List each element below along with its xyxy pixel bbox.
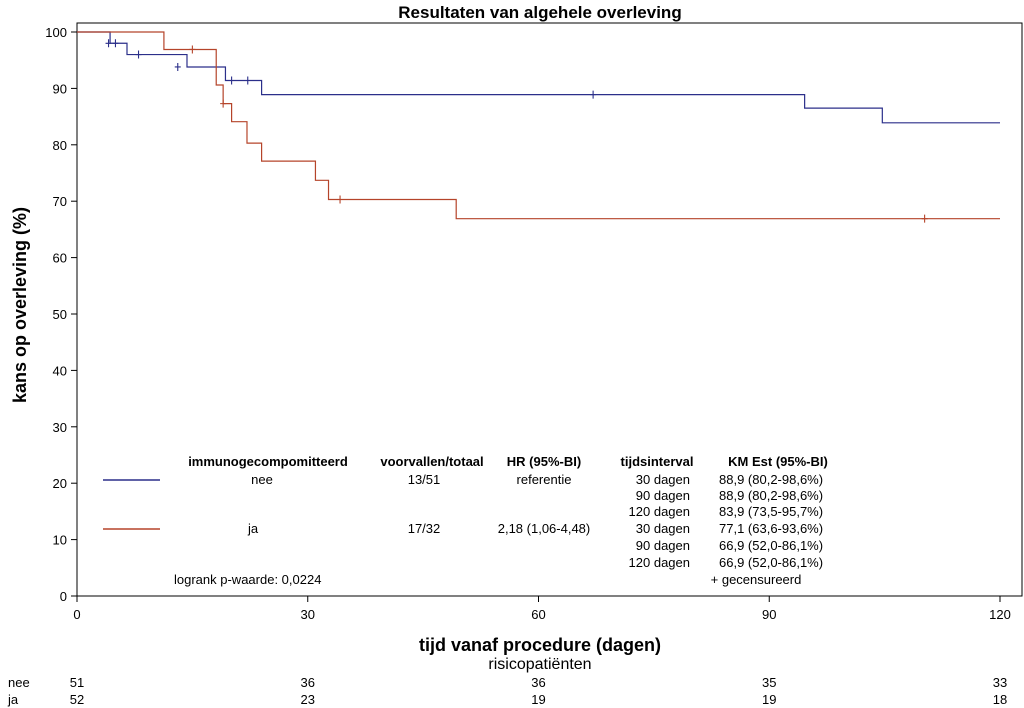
x-tick-label: 90 [762,607,776,622]
logrank-p-value: logrank p-waarde: 0,0224 [174,572,321,587]
legend: immunogecompomitteerd voorvallen/totaal … [103,454,828,587]
censor-mark-ja [220,99,227,108]
y-tick-label: 30 [53,420,67,435]
legend-interval-ja-120: 120 dagen [629,555,690,570]
censor-mark-nee [105,39,112,48]
legend-events-nee: 13/51 [408,472,441,487]
x-tick-label: 0 [73,607,80,622]
legend-hr-ja: 2,18 (1,06-4,48) [498,521,591,536]
legend-km-nee-30: 88,9 (80,2-98,6%) [719,472,823,487]
y-tick-label: 100 [45,25,67,40]
legend-header-interval: tijdsinterval [621,454,694,469]
series-layer [77,31,1000,223]
y-tick-label: 0 [60,589,67,604]
censor-mark-nee [244,76,251,85]
x-tick-label: 30 [301,607,315,622]
censor-mark-nee [174,62,181,71]
x-axis: 0 30 60 90 120 [73,596,1011,622]
x-axis-label: tijd vanaf procedure (dagen) [419,635,661,655]
y-axis-label: kans op overleving (%) [10,207,30,403]
legend-events-ja: 17/32 [408,521,441,536]
legend-interval-nee-120: 120 dagen [629,504,690,519]
y-tick-label: 70 [53,194,67,209]
risk-table-title: risicopatiënten [488,656,591,673]
risk-row-label: ja [7,692,19,707]
plot-frame [76,22,1023,597]
km-curve-nee [77,31,1000,124]
risk-count: 35 [762,675,776,690]
legend-hr-nee: referentie [517,472,572,487]
y-tick-label: 50 [53,307,67,322]
legend-km-nee-120: 83,9 (73,5-95,7%) [719,504,823,519]
risk-count: 51 [70,675,84,690]
risk-row-label: nee [8,675,30,690]
censored-note: + gecensureerd [711,572,802,587]
legend-header-km: KM Est (95%-BI) [728,454,828,469]
y-tick-label: 60 [53,251,67,266]
y-tick-label: 40 [53,363,67,378]
chart-title: Resultaten van algehele overleving [398,3,681,22]
legend-interval-nee-30: 30 dagen [636,472,690,487]
risk-count: 36 [531,675,545,690]
legend-km-ja-90: 66,9 (52,0-86,1%) [719,538,823,553]
legend-interval-nee-90: 90 dagen [636,488,690,503]
censor-mark-ja [921,214,928,223]
x-tick-label: 120 [989,607,1011,622]
risk-count: 36 [301,675,315,690]
legend-header-group: immunogecompomitteerd [188,454,348,469]
risk-table: nee 51 36 36 35 33 ja 52 23 19 19 18 [7,675,1007,707]
legend-km-ja-120: 66,9 (52,0-86,1%) [719,555,823,570]
y-tick-label: 20 [53,476,67,491]
legend-km-ja-30: 77,1 (63,6-93,6%) [719,521,823,536]
legend-interval-ja-90: 90 dagen [636,538,690,553]
y-tick-label: 80 [53,138,67,153]
censor-mark-ja [337,195,344,204]
censor-mark-nee [112,39,119,48]
legend-km-nee-90: 88,9 (80,2-98,6%) [719,488,823,503]
legend-group-nee: nee [251,472,273,487]
x-tick-label: 60 [531,607,545,622]
km-curve-ja [77,31,1000,220]
legend-header-events: voorvallen/totaal [380,454,483,469]
censor-mark-nee [228,76,235,85]
legend-group-ja: ja [247,521,259,536]
risk-count: 23 [301,692,315,707]
y-tick-label: 90 [53,81,67,96]
y-axis: 0 10 20 30 40 50 60 70 80 90 100 [45,25,77,604]
legend-interval-ja-30: 30 dagen [636,521,690,536]
legend-header-hr: HR (95%-BI) [507,454,581,469]
risk-count: 18 [993,692,1007,707]
risk-count: 19 [531,692,545,707]
censor-mark-nee [590,90,597,99]
risk-count: 33 [993,675,1007,690]
y-tick-label: 10 [53,533,67,548]
censor-mark-nee [135,50,142,59]
censor-mark-ja [189,45,196,54]
risk-count: 52 [70,692,84,707]
risk-count: 19 [762,692,776,707]
